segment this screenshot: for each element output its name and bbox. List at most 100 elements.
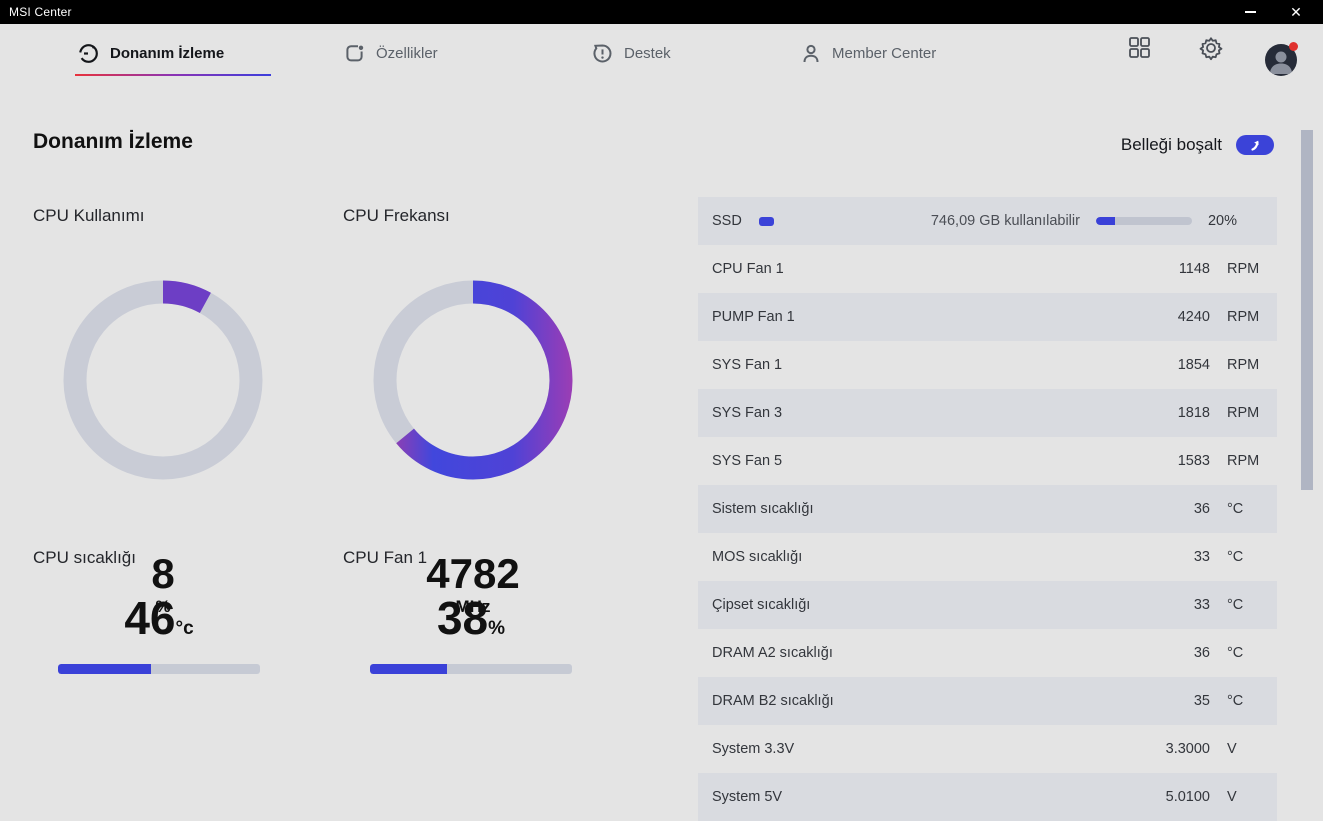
- sensor-unit: RPM: [1227, 405, 1260, 421]
- gauge-title-cpu-frequency: CPU Frekansı: [343, 206, 450, 225]
- table-row: Sistem sıcaklığı 36 °C: [698, 485, 1277, 533]
- ssd-usage-bar: [1095, 217, 1192, 225]
- ssd-row: SSD 746,09 GB kullanılabilir 20%: [698, 197, 1277, 245]
- main-nav: Donanım İzleme Özellikler Destek: [0, 24, 1323, 96]
- cpu-temp-bar: [58, 664, 260, 674]
- sensor-unit: °C: [1227, 549, 1244, 565]
- features-icon: [344, 43, 365, 64]
- cpu-fan-value-group: 38%: [370, 595, 572, 641]
- sensor-label: DRAM B2 sıcaklığı: [712, 693, 834, 709]
- grid-icon: [1127, 37, 1152, 64]
- cpu-usage-donut: 8 %: [63, 280, 263, 616]
- sensor-unit: V: [1227, 789, 1237, 805]
- sensor-unit: RPM: [1227, 309, 1260, 325]
- free-memory-action: Belleği boşalt: [1121, 135, 1274, 155]
- table-row: SYS Fan 1 1854 RPM: [698, 341, 1277, 389]
- table-row: MOS sıcaklığı 33 °C: [698, 533, 1277, 581]
- tab-support[interactable]: Destek: [592, 24, 671, 82]
- sensor-unit: °C: [1227, 693, 1244, 709]
- free-memory-label: Belleği boşalt: [1120, 135, 1222, 154]
- sensor-value: 4240: [1177, 309, 1210, 325]
- avatar-silhouette-icon: [1270, 51, 1292, 74]
- sensor-label: CPU Fan 1: [712, 261, 784, 277]
- sensor-unit: °C: [1227, 597, 1244, 613]
- sensor-value: 1583: [1177, 453, 1210, 469]
- table-row: System 3.3V 3.3000 V: [698, 725, 1277, 773]
- sensor-label: SYS Fan 3: [712, 405, 783, 421]
- sensor-label: Çipset sıcaklığı: [712, 597, 811, 613]
- sensor-label: MOS sıcaklığı: [712, 549, 803, 565]
- cpu-fan-value: 38: [436, 592, 489, 644]
- page-title: Donanım İzleme: [33, 130, 193, 153]
- apps-grid-button[interactable]: [1127, 35, 1152, 65]
- cpu-frequency-donut: 4782 MHz: [373, 280, 573, 616]
- gauge-title-cpu-usage: CPU Kullanımı: [33, 206, 145, 225]
- gauge-icon: [78, 43, 99, 64]
- gear-icon: [1198, 37, 1224, 65]
- sensor-value: 1854: [1177, 357, 1210, 373]
- cpu-frequency-value: 4782: [426, 550, 520, 597]
- sensor-unit: °C: [1227, 501, 1244, 517]
- ssd-badge-icon: [758, 216, 774, 226]
- bar-title-cpu-fan: CPU Fan 1: [343, 548, 428, 567]
- tab-label: Member Center: [832, 44, 937, 62]
- sensor-label: DRAM A2 sıcaklığı: [712, 645, 833, 661]
- cpu-usage-value: 8: [151, 550, 175, 597]
- cpu-fan-bar: [370, 664, 572, 674]
- sensor-label: System 3.3V: [712, 741, 795, 757]
- title-bar: MSI Center ✕: [0, 0, 1323, 24]
- free-memory-button[interactable]: [1236, 135, 1274, 155]
- ssd-percent: 20%: [1207, 213, 1237, 229]
- table-row: System 5V 5.0100 V: [698, 773, 1277, 821]
- tab-label: Destek: [624, 44, 671, 62]
- settings-button[interactable]: [1198, 35, 1224, 66]
- table-row: CPU Fan 1 1148 RPM: [698, 245, 1277, 293]
- close-icon: ✕: [1290, 3, 1302, 20]
- notification-dot: [1289, 42, 1298, 51]
- ssd-available-text: 746,09 GB kullanılabilir: [930, 213, 1080, 229]
- sensor-value: 33: [1193, 549, 1210, 565]
- tab-label: Özellikler: [376, 44, 438, 62]
- sensor-value: 36: [1193, 501, 1210, 517]
- table-row: SYS Fan 3 1818 RPM: [698, 389, 1277, 437]
- table-row: DRAM B2 sıcaklığı 35 °C: [698, 677, 1277, 725]
- cpu-frequency-value-group: 4782 MHz: [373, 485, 573, 685]
- cpu-fan-unit: %: [488, 618, 506, 639]
- sensor-value: 1148: [1178, 261, 1210, 277]
- tab-hardware-monitoring[interactable]: Donanım İzleme: [78, 24, 224, 82]
- tab-features[interactable]: Özellikler: [344, 24, 438, 82]
- cpu-usage-unit: %: [155, 597, 171, 616]
- sensor-unit: RPM: [1227, 453, 1260, 469]
- sensor-unit: RPM: [1227, 357, 1260, 373]
- support-bubble-icon: [592, 43, 613, 64]
- sensor-value: 1818: [1177, 405, 1210, 421]
- active-tab-underline: [75, 74, 271, 76]
- boost-arrow-icon: [1250, 140, 1259, 151]
- table-row: Çipset sıcaklığı 33 °C: [698, 581, 1277, 629]
- sensor-table: SSD 746,09 GB kullanılabilir 20% CPU Fan…: [698, 197, 1277, 821]
- scrollbar-thumb[interactable]: [1301, 130, 1313, 490]
- cpu-usage-value-group: 8 %: [63, 485, 263, 685]
- cpu-temp-value: 46: [124, 592, 176, 644]
- sensor-value: 5.0100: [1165, 789, 1210, 805]
- sensor-label: System 5V: [712, 789, 783, 805]
- sensor-value: 33: [1193, 597, 1210, 613]
- sensor-label: SYS Fan 1: [712, 357, 783, 373]
- tab-label: Donanım İzleme: [110, 44, 225, 62]
- cpu-fan-bar-fill: [370, 664, 447, 674]
- sensor-label: Sistem sıcaklığı: [712, 501, 814, 517]
- sensor-unit: °C: [1227, 645, 1244, 661]
- minimize-button[interactable]: [1227, 0, 1273, 24]
- person-icon: [801, 43, 821, 64]
- minimize-icon: [1244, 11, 1256, 13]
- cpu-temp-value-group: 46°c: [58, 595, 260, 641]
- table-row: SYS Fan 5 1583 RPM: [698, 437, 1277, 485]
- table-row: DRAM A2 sıcaklığı 36 °C: [698, 629, 1277, 677]
- cpu-temp-bar-fill: [58, 664, 151, 674]
- window-title: MSI Center: [9, 5, 72, 19]
- close-button[interactable]: ✕: [1273, 0, 1319, 24]
- sensor-label: SYS Fan 5: [712, 453, 783, 469]
- ssd-label: SSD: [712, 213, 742, 229]
- tab-member-center[interactable]: Member Center: [801, 24, 936, 82]
- cpu-temp-unit: °c: [175, 618, 194, 639]
